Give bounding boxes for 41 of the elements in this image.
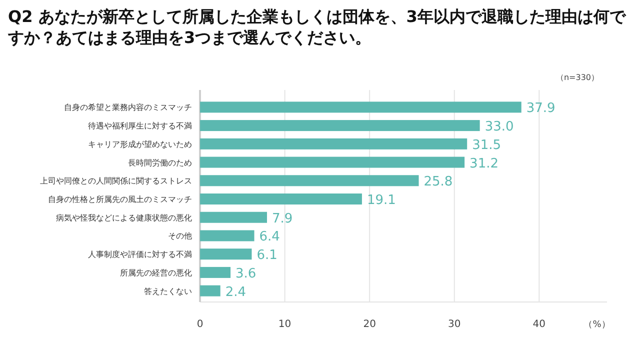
text: （n=330） <box>556 73 599 82</box>
bar <box>200 230 254 242</box>
y-tick-label: その他 <box>168 232 192 241</box>
data-label: 31.5 <box>472 138 502 153</box>
y-tick-label: 長時間労働のため <box>128 158 192 168</box>
y-tick-label: 病気や怪我などによる健康状態の悪化 <box>56 213 192 222</box>
bar <box>200 266 231 278</box>
y-tick-label: 上司や同僚との人間関係に関するストレス <box>40 176 192 186</box>
data-label: 25.8 <box>424 174 453 190</box>
x-tick-label: 10 <box>278 319 292 330</box>
bar <box>200 156 465 168</box>
y-tick-label: 人事制度や評価に対する不満 <box>88 250 192 260</box>
y-tick-label: 答えたくない <box>144 286 192 296</box>
x-tick-label: 40 <box>532 319 546 330</box>
y-tick-label: 自身の性格と所属先の風土のミスマッチ <box>48 195 192 204</box>
data-label: 3.6 <box>236 266 256 282</box>
chart-title: Q2 あなたが新卒として所属した企業もしくは団体を、3年以内で退職した理由は何ですか？あてはまる理由を3つまで選んでください。 <box>8 6 628 48</box>
x-tick-label: 30 <box>448 319 461 330</box>
bar <box>200 194 362 204</box>
bar <box>200 175 419 186</box>
data-label: 6.1 <box>256 248 278 264</box>
data-label: 19.1 <box>366 193 396 208</box>
bar <box>200 248 252 260</box>
data-label: 2.4 <box>225 284 246 300</box>
y-tick-label: 待遇や福利厚生に対する不満 <box>88 122 192 131</box>
y-tick-label: 所属先の経営の悪化 <box>120 268 192 278</box>
data-label: 31.2 <box>470 156 499 172</box>
bar <box>200 102 522 113</box>
data-label: 7.9 <box>272 211 293 226</box>
x-tick-label: 20 <box>363 319 376 330</box>
bar <box>200 212 267 223</box>
bar <box>200 138 468 150</box>
bar <box>200 285 220 296</box>
data-label: 33.0 <box>484 120 514 135</box>
x-tick-label: 0 <box>196 319 204 330</box>
y-tick-label: キャリア形成が望めないため <box>88 140 192 149</box>
y-tick-label: 自身の希望と業務内容のミスマッチ <box>64 103 192 112</box>
data-label: 37.9 <box>526 101 556 116</box>
data-label: 6.4 <box>259 230 280 245</box>
x-axis-title: （%） <box>584 320 610 330</box>
bar <box>200 120 480 132</box>
